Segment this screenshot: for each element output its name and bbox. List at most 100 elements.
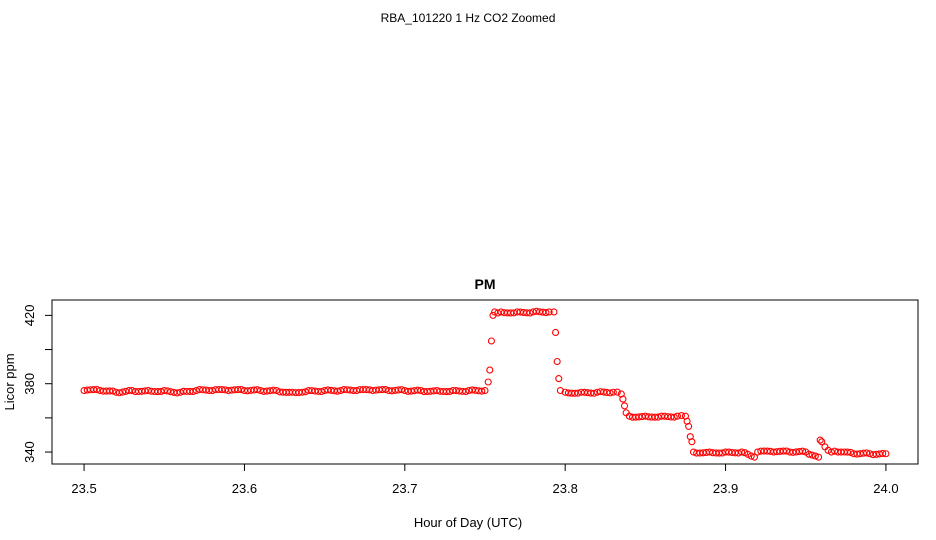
y-tick-label: 420 bbox=[22, 305, 37, 327]
data-point bbox=[763, 447, 771, 455]
data-point bbox=[620, 402, 629, 410]
y-tick-label: 340 bbox=[22, 441, 37, 463]
data-point bbox=[484, 378, 492, 386]
data-point bbox=[754, 448, 762, 456]
data-point bbox=[847, 448, 855, 456]
data-point bbox=[458, 387, 467, 395]
x-tick-label: 23.5 bbox=[71, 481, 96, 496]
data-point bbox=[571, 389, 579, 397]
data-point bbox=[298, 388, 306, 396]
data-point bbox=[688, 438, 696, 446]
data-point bbox=[875, 450, 884, 458]
page-title: RBA_101220 1 Hz CO2 Zoomed bbox=[381, 11, 556, 25]
data-point bbox=[486, 366, 494, 374]
data-point bbox=[426, 387, 435, 395]
data-point bbox=[805, 450, 813, 458]
x-tick-label: 23.6 bbox=[232, 481, 257, 496]
x-axis-label: Hour of Day (UTC) bbox=[414, 515, 522, 530]
data-point bbox=[253, 386, 261, 394]
data-point bbox=[122, 387, 130, 395]
y-axis-label: Licor ppm bbox=[2, 353, 17, 410]
data-point bbox=[218, 386, 226, 394]
data-point bbox=[507, 309, 515, 317]
x-tick-label: 23.8 bbox=[553, 481, 578, 496]
data-point bbox=[119, 388, 127, 396]
data-point bbox=[699, 449, 707, 457]
x-axis: 23.5 23.6 23.7 23.8 23.9 24.0 bbox=[71, 463, 899, 496]
data-point bbox=[798, 447, 807, 455]
data-point bbox=[125, 386, 133, 395]
data-point bbox=[677, 411, 686, 420]
data-point bbox=[539, 308, 547, 316]
data-point bbox=[333, 387, 342, 395]
data-point bbox=[606, 389, 614, 397]
data-point bbox=[731, 449, 739, 457]
data-point bbox=[266, 387, 274, 395]
data-point bbox=[747, 452, 755, 460]
data-point bbox=[550, 308, 558, 316]
data-point bbox=[689, 448, 698, 456]
data-point bbox=[811, 452, 819, 460]
data-point bbox=[779, 447, 787, 455]
data-points bbox=[80, 307, 890, 461]
data-point bbox=[782, 447, 791, 455]
data-point bbox=[163, 387, 172, 395]
data-point bbox=[859, 449, 868, 457]
data-point bbox=[362, 386, 370, 394]
y-tick-label: 380 bbox=[22, 373, 37, 395]
data-point bbox=[394, 386, 402, 394]
data-point bbox=[301, 388, 309, 396]
data-point bbox=[556, 386, 564, 395]
data-point bbox=[317, 387, 325, 396]
data-point bbox=[109, 387, 117, 395]
data-point bbox=[667, 413, 675, 421]
data-point bbox=[487, 337, 495, 345]
data-point bbox=[750, 453, 758, 461]
data-point bbox=[170, 388, 178, 396]
data-point bbox=[555, 375, 563, 383]
data-point bbox=[442, 388, 451, 396]
data-point bbox=[552, 328, 560, 337]
data-point bbox=[115, 389, 123, 397]
data-point bbox=[189, 387, 197, 396]
x-tick-label: 23.9 bbox=[713, 481, 738, 496]
data-point bbox=[863, 449, 871, 457]
data-point bbox=[314, 387, 322, 395]
data-point bbox=[478, 387, 486, 395]
data-point bbox=[879, 449, 887, 458]
data-point bbox=[250, 386, 258, 394]
x-tick-label: 24.0 bbox=[873, 481, 898, 496]
data-point bbox=[542, 309, 550, 317]
data-point bbox=[173, 389, 181, 397]
data-point bbox=[795, 447, 803, 456]
data-point bbox=[106, 387, 114, 395]
data-point bbox=[590, 389, 598, 397]
data-point bbox=[398, 386, 406, 394]
data-point bbox=[843, 448, 851, 456]
data-point bbox=[378, 386, 386, 394]
data-point bbox=[685, 422, 693, 430]
data-point bbox=[619, 395, 627, 403]
data-point bbox=[382, 385, 390, 394]
data-point bbox=[526, 309, 534, 317]
data-point bbox=[154, 388, 162, 396]
data-point bbox=[93, 385, 101, 394]
data-point bbox=[410, 387, 418, 395]
data-point bbox=[818, 438, 826, 446]
chart-title: PM bbox=[475, 276, 496, 292]
data-point bbox=[553, 357, 561, 366]
data-point bbox=[346, 386, 354, 394]
data-point bbox=[90, 386, 98, 394]
data-point bbox=[167, 388, 175, 396]
data-point bbox=[603, 388, 611, 397]
data-point bbox=[138, 387, 146, 395]
data-point bbox=[587, 389, 595, 397]
data-point bbox=[715, 449, 723, 457]
x-tick-label: 23.7 bbox=[392, 481, 417, 496]
data-point bbox=[475, 387, 483, 395]
data-point bbox=[625, 412, 633, 420]
data-point bbox=[330, 387, 338, 395]
data-point bbox=[816, 436, 824, 444]
data-point bbox=[815, 453, 823, 461]
